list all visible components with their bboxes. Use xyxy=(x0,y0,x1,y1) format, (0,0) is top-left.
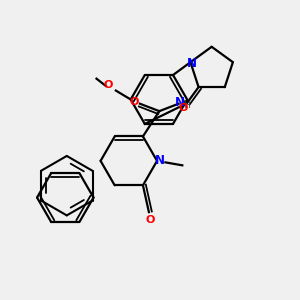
Text: H: H xyxy=(184,101,190,110)
Text: O: O xyxy=(104,80,113,90)
Text: N: N xyxy=(175,96,185,109)
Text: O: O xyxy=(130,97,139,107)
Text: O: O xyxy=(146,214,155,224)
Text: O: O xyxy=(179,103,188,113)
Text: N: N xyxy=(187,57,197,70)
Text: N: N xyxy=(155,154,165,167)
